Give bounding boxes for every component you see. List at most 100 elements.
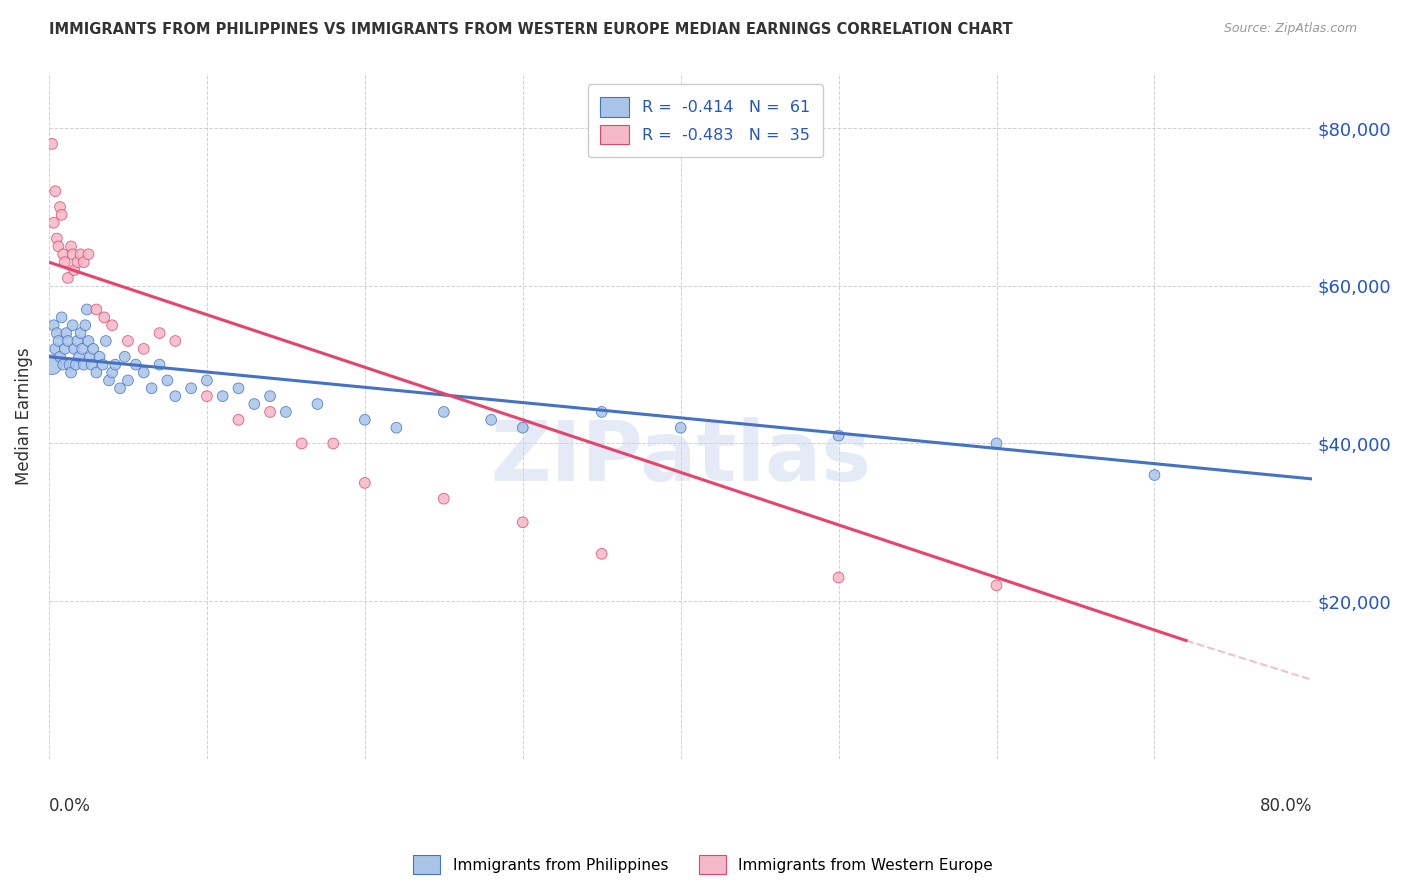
Point (353, 413, 375, 427)
Text: 80.0%: 80.0% (1260, 797, 1312, 814)
Point (433, 491, 456, 506)
Point (60, 239, 83, 253)
Point (827, 428, 849, 442)
Point (591, 547, 613, 561)
Point (48, 334, 70, 348)
Point (259, 405, 281, 419)
Point (243, 397, 266, 411)
Point (48, 239, 70, 253)
Point (117, 334, 139, 348)
Point (94, 334, 117, 348)
Point (195, 389, 218, 403)
Point (82, 342, 104, 356)
Point (52, 247, 75, 261)
Point (591, 405, 613, 419)
Point (41, 136, 63, 151)
Point (385, 420, 408, 434)
Point (49, 200, 72, 214)
Point (132, 342, 155, 356)
Point (125, 358, 148, 372)
Point (53, 255, 76, 269)
Point (211, 389, 233, 403)
Point (45, 231, 67, 245)
Point (91, 358, 114, 372)
Point (104, 358, 127, 372)
Point (148, 326, 170, 340)
Point (986, 578, 1008, 592)
Point (56, 271, 79, 285)
Point (108, 381, 131, 395)
Point (165, 334, 187, 348)
Point (69, 326, 91, 340)
Point (195, 373, 218, 387)
Point (1143, 468, 1166, 483)
Text: Source: ZipAtlas.com: Source: ZipAtlas.com (1223, 22, 1357, 36)
Point (259, 389, 281, 403)
Point (307, 397, 329, 411)
Point (56, 334, 79, 348)
Point (51, 310, 73, 325)
Point (55, 326, 77, 340)
Point (141, 381, 163, 395)
Point (132, 366, 155, 380)
Point (98, 373, 121, 387)
Point (63, 263, 86, 277)
Text: 0.0%: 0.0% (49, 797, 91, 814)
Point (291, 436, 314, 450)
Point (180, 381, 202, 395)
Point (73, 255, 96, 269)
Point (156, 373, 179, 387)
Point (66, 334, 89, 348)
Point (827, 570, 849, 584)
Point (322, 436, 344, 450)
Point (165, 389, 187, 403)
Point (44, 184, 66, 198)
Text: ZIPatlas: ZIPatlas (491, 417, 872, 498)
Point (53, 342, 76, 356)
Point (101, 366, 124, 380)
Point (669, 420, 692, 434)
Point (66, 255, 89, 269)
Point (60, 366, 83, 380)
Point (41, 358, 63, 372)
Point (62, 318, 84, 333)
Point (274, 405, 297, 419)
Point (986, 436, 1008, 450)
Point (65, 358, 87, 372)
Point (512, 516, 534, 530)
Point (93, 310, 115, 325)
Point (58, 358, 80, 372)
Point (52, 358, 75, 372)
Point (433, 405, 456, 419)
Point (70, 342, 93, 356)
Point (49, 350, 72, 364)
Point (80, 358, 103, 372)
Legend: Immigrants from Philippines, Immigrants from Western Europe: Immigrants from Philippines, Immigrants … (406, 849, 1000, 880)
Y-axis label: Median Earnings: Median Earnings (15, 347, 32, 484)
Point (75, 318, 97, 333)
Point (353, 475, 375, 490)
Point (51, 208, 73, 222)
Point (89, 350, 111, 364)
Legend: R =  -0.414   N =  61, R =  -0.483   N =  35: R = -0.414 N = 61, R = -0.483 N = 35 (588, 85, 823, 157)
Point (76, 302, 98, 317)
Point (42, 318, 65, 333)
Point (228, 381, 250, 395)
Point (479, 413, 502, 427)
Point (62, 247, 84, 261)
Point (117, 373, 139, 387)
Point (79, 350, 101, 364)
Point (69, 247, 91, 261)
Point (67, 350, 90, 364)
Point (86, 366, 108, 380)
Point (101, 318, 124, 333)
Point (63, 342, 86, 356)
Point (77, 334, 100, 348)
Point (148, 358, 170, 372)
Point (44, 342, 66, 356)
Point (42, 216, 65, 230)
Point (512, 420, 534, 434)
Point (114, 350, 136, 364)
Point (86, 302, 108, 317)
Point (77, 247, 100, 261)
